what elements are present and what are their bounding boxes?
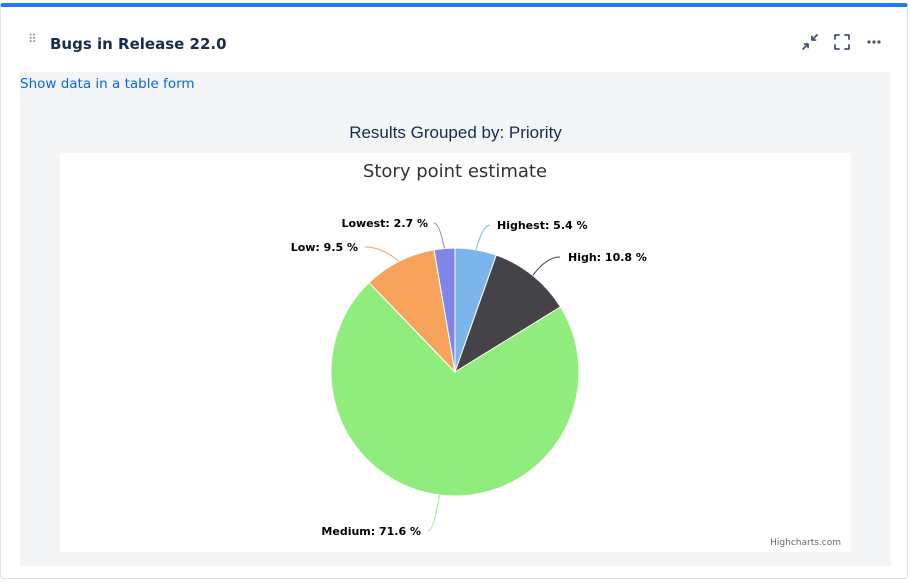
data-label-medium: Medium: 71.6 % xyxy=(321,525,421,538)
pie-slice-lowest[interactable] xyxy=(433,247,456,373)
highcharts-credits[interactable]: Highcharts.com xyxy=(770,538,841,548)
gadget-content: Show data in a table form Results Groupe… xyxy=(20,72,891,566)
pie-chart: Story point estimate Highest: 5.4 % High:… xyxy=(60,153,851,552)
data-label-lowest: Lowest: 2.7 % xyxy=(341,217,428,230)
show-table-link[interactable]: Show data in a table form xyxy=(20,76,195,92)
dashboard-gadget: ⠿ Bugs in Release 22.0 Show data in a ta… xyxy=(0,3,908,579)
connector-high xyxy=(532,256,561,276)
more-actions-button[interactable] xyxy=(863,31,885,53)
connector-medium xyxy=(427,494,440,532)
more-icon xyxy=(867,40,881,44)
connector-highest xyxy=(475,224,491,250)
chart-title: Story point estimate xyxy=(363,161,547,182)
grouped-by-title: Results Grouped by: Priority xyxy=(349,123,562,142)
gadget-header: ⠿ Bugs in Release 22.0 xyxy=(1,7,907,73)
minimize-icon xyxy=(802,34,818,50)
minimize-button[interactable] xyxy=(799,31,821,53)
fullscreen-button[interactable] xyxy=(831,31,853,53)
connector-lowest xyxy=(433,222,445,249)
drag-handle-icon[interactable]: ⠿ xyxy=(28,32,37,46)
fullscreen-icon xyxy=(834,34,850,50)
pie-slice-medium[interactable] xyxy=(330,281,580,497)
data-label-highest: Highest: 5.4 % xyxy=(497,219,588,232)
data-label-low: Low: 9.5 % xyxy=(291,241,358,254)
gadget-title: Bugs in Release 22.0 xyxy=(50,35,227,53)
connector-low xyxy=(364,246,400,262)
pie-chart-svg: Story point estimate Highest: 5.4 % High:… xyxy=(291,161,647,538)
data-label-high: High: 10.8 % xyxy=(568,251,647,264)
